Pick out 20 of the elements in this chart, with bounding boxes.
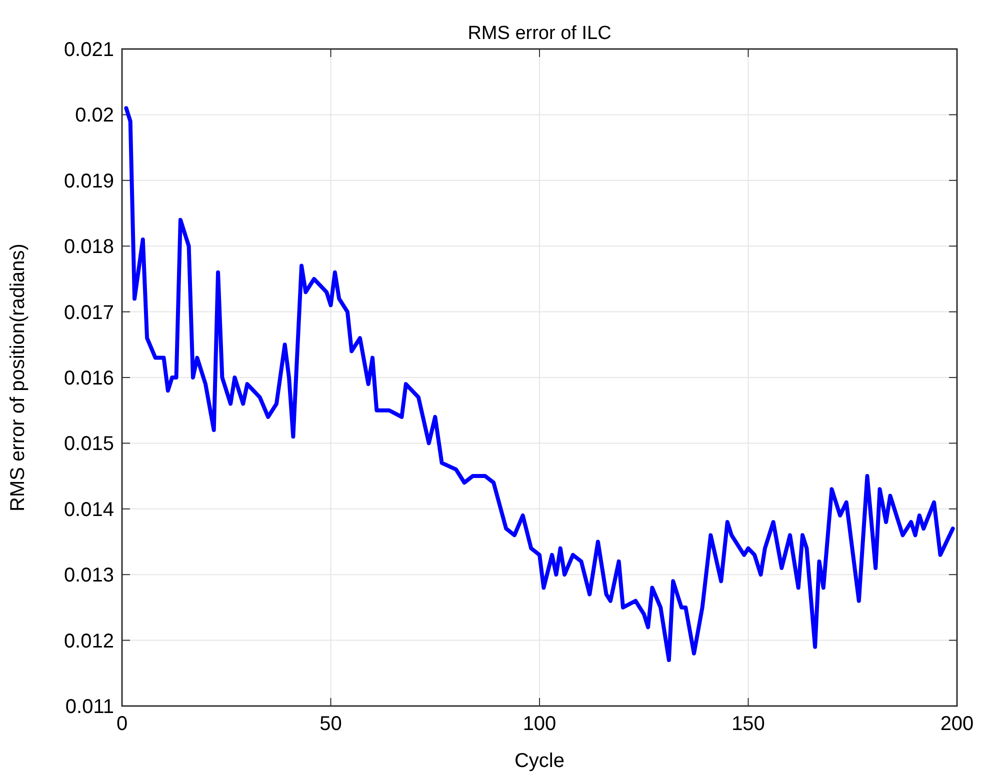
y-tick-label: 0.018 (64, 236, 114, 258)
line-series (124, 106, 955, 662)
y-tick-label: 0.011 (65, 696, 114, 718)
x-tick-label: 0 (116, 713, 128, 735)
x-tick-label: 100 (522, 713, 556, 735)
y-tick-label: 0.014 (64, 498, 114, 521)
x-tick-label: 200 (940, 713, 974, 735)
x-tick-label: 150 (732, 713, 765, 735)
chart-title: RMS error of ILC (468, 23, 612, 44)
x-tick-label: 50 (320, 713, 342, 735)
x-axis-title: Cycle (514, 750, 565, 772)
y-tick-label: 0.013 (64, 564, 114, 587)
y-tick-label: 0.02 (75, 104, 114, 127)
y-tick-label: 0.019 (64, 170, 114, 192)
y-axis-title: RMS error of position(radians) (7, 244, 29, 512)
y-tick-label: 0.012 (64, 630, 114, 652)
y-tick-label: 0.016 (64, 368, 114, 390)
y-tick-label: 0.017 (64, 302, 114, 324)
y-tick-label: 0.021 (64, 39, 114, 61)
y-tick-label: 0.015 (64, 433, 114, 456)
